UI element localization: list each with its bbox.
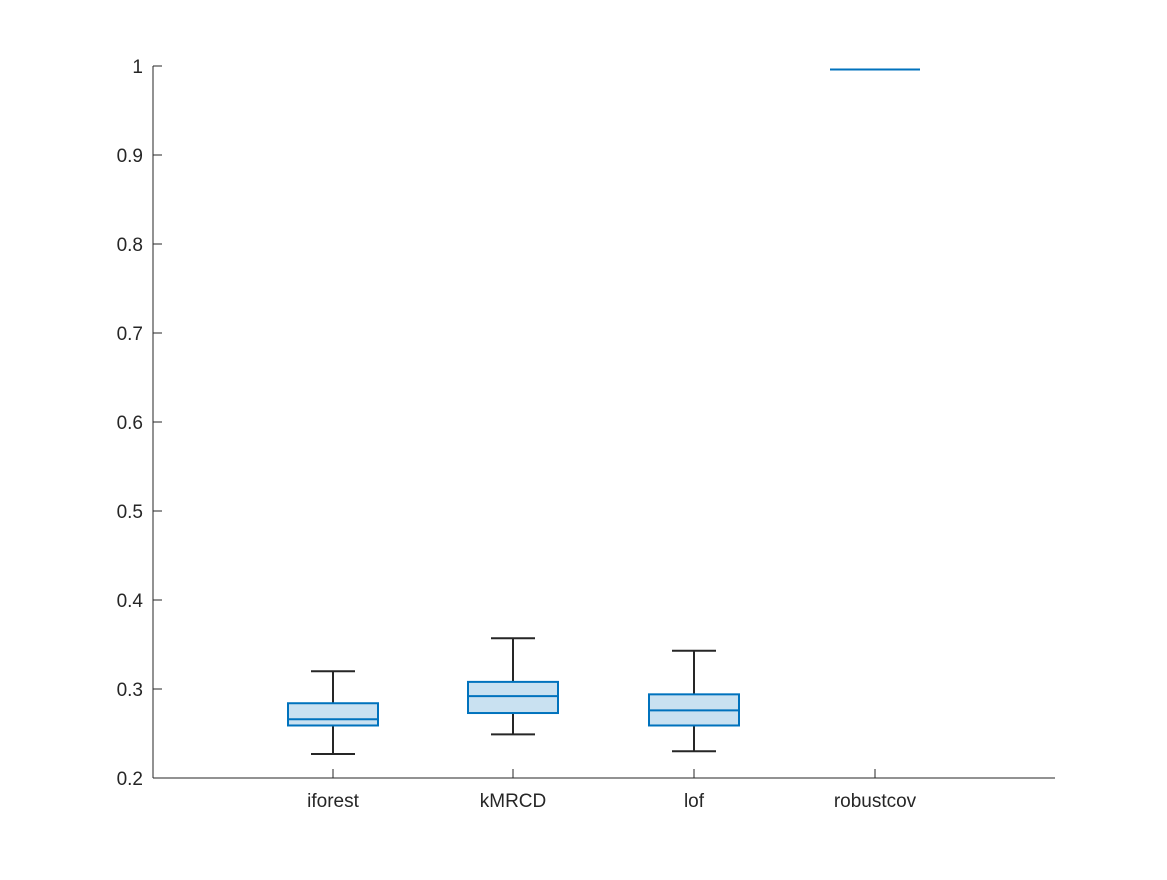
box-iforest [287,702,379,727]
y-tick-label: 0.8 [117,235,143,256]
x-tick-label: kMRCD [480,791,547,812]
x-tick-label: iforest [307,791,359,812]
x-tick-label: lof [684,791,705,812]
box-kMRCD [467,680,559,715]
x-tick-label: robustcov [834,791,917,812]
y-tick-label: 0.7 [117,324,143,345]
y-tick-label: 0.9 [117,146,143,167]
y-tick-label: 0.2 [117,769,143,790]
y-tick-label: 0.3 [117,680,143,701]
y-tick-label: 1 [132,57,143,78]
y-tick-label: 0.6 [117,413,143,434]
y-tick-label: 0.5 [117,502,143,523]
y-tick-label: 0.4 [117,591,144,612]
